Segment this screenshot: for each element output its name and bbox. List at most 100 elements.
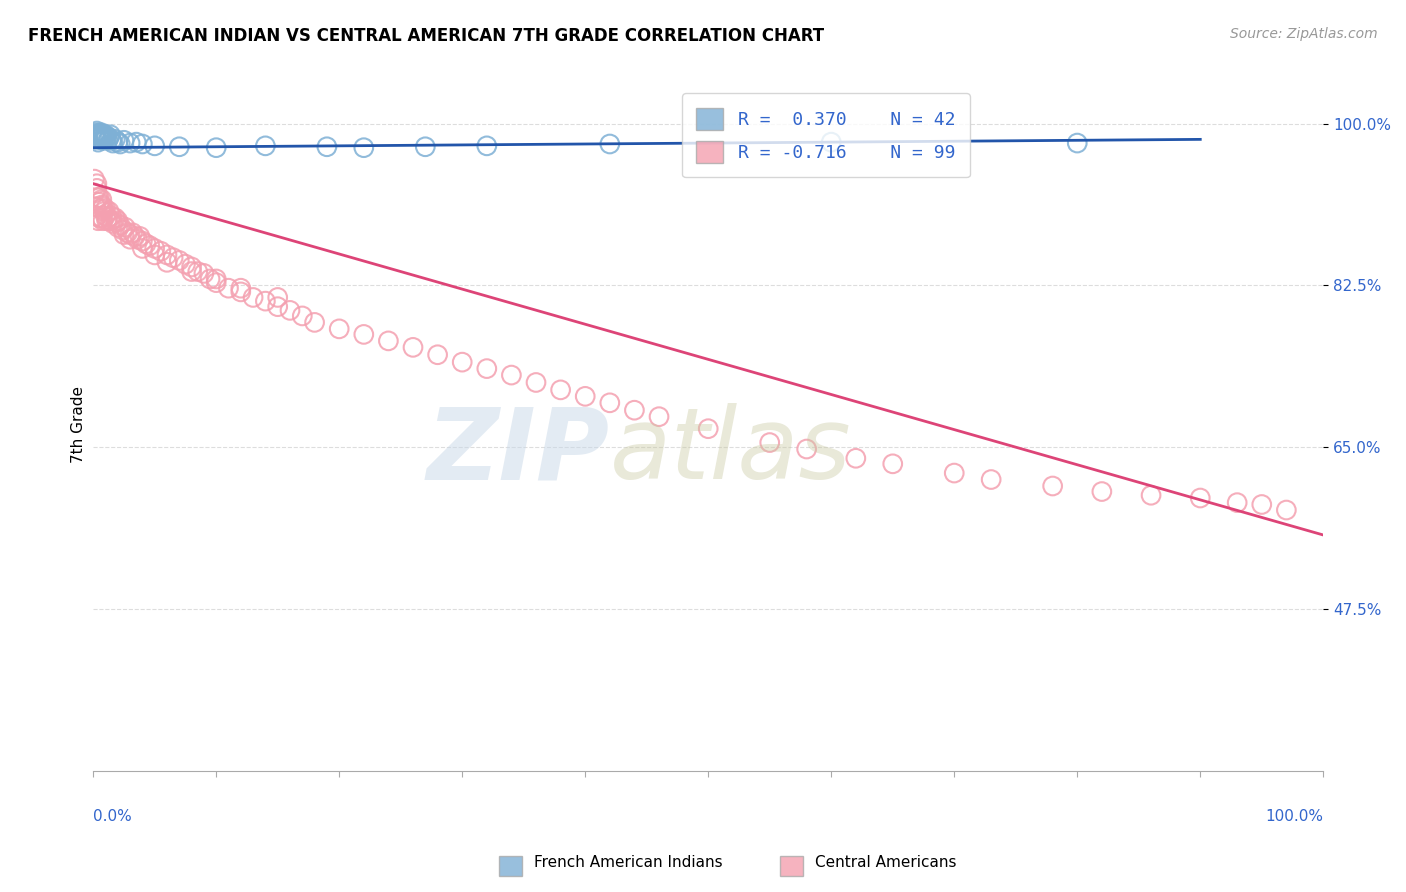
Point xyxy=(100,213,122,227)
Point xyxy=(100,213,122,227)
Point xyxy=(550,383,572,397)
Point xyxy=(174,257,197,271)
Point xyxy=(169,140,191,154)
Point xyxy=(156,248,179,262)
Point xyxy=(131,242,153,256)
Point xyxy=(169,253,191,268)
Point xyxy=(254,139,277,153)
Point xyxy=(135,236,157,251)
Point xyxy=(84,126,107,140)
Text: French American Indians: French American Indians xyxy=(534,855,723,870)
Point xyxy=(117,226,139,240)
Point xyxy=(107,135,129,149)
Point xyxy=(90,132,112,146)
Point xyxy=(98,204,121,219)
Legend: R =  0.370    N = 42, R = -0.716    N = 99: R = 0.370 N = 42, R = -0.716 N = 99 xyxy=(682,94,970,178)
Point xyxy=(112,227,135,242)
Point xyxy=(475,361,498,376)
Point xyxy=(91,133,114,147)
Point xyxy=(413,140,436,154)
Point xyxy=(1042,479,1064,493)
Point xyxy=(187,264,209,278)
Point xyxy=(86,124,108,138)
Point xyxy=(90,128,112,142)
Point xyxy=(156,255,179,269)
Point xyxy=(1091,484,1114,499)
Point xyxy=(648,409,671,424)
Point xyxy=(94,132,117,146)
Point xyxy=(83,186,105,200)
Y-axis label: 7th Grade: 7th Grade xyxy=(72,385,86,463)
Point xyxy=(90,126,112,140)
Point xyxy=(599,396,621,410)
Point xyxy=(111,223,134,237)
Point xyxy=(89,126,111,140)
Point xyxy=(87,135,110,149)
Point xyxy=(84,200,107,214)
Point xyxy=(93,204,115,219)
Point xyxy=(114,220,136,235)
Point xyxy=(205,276,228,290)
Point xyxy=(198,272,221,286)
Point xyxy=(101,136,124,150)
Point xyxy=(94,202,117,216)
Point xyxy=(89,191,111,205)
Point xyxy=(242,290,264,304)
Point xyxy=(89,211,111,225)
Point xyxy=(90,211,112,225)
Point xyxy=(100,128,122,142)
Point xyxy=(87,128,110,142)
Point xyxy=(143,139,166,153)
Point xyxy=(943,466,966,480)
Point xyxy=(120,136,142,150)
Point xyxy=(402,340,425,354)
Point xyxy=(623,403,645,417)
Point xyxy=(162,251,184,265)
Point xyxy=(1189,491,1212,505)
Point xyxy=(304,315,326,329)
Point xyxy=(86,177,108,191)
Point xyxy=(229,285,252,299)
Point xyxy=(758,435,780,450)
Point xyxy=(97,211,120,225)
Point xyxy=(697,422,720,436)
Point xyxy=(100,133,122,147)
Point xyxy=(328,322,350,336)
Point xyxy=(426,348,449,362)
Point xyxy=(267,300,290,314)
Text: FRENCH AMERICAN INDIAN VS CENTRAL AMERICAN 7TH GRADE CORRELATION CHART: FRENCH AMERICAN INDIAN VS CENTRAL AMERIC… xyxy=(28,27,824,45)
Point xyxy=(84,130,107,145)
Point xyxy=(139,238,162,252)
Point xyxy=(574,389,596,403)
Point xyxy=(796,442,818,456)
Point xyxy=(97,133,120,147)
Point xyxy=(90,202,112,216)
Point xyxy=(104,211,127,225)
Point xyxy=(86,132,108,146)
Point xyxy=(377,334,399,348)
Point xyxy=(94,128,117,142)
Point xyxy=(143,242,166,256)
Point xyxy=(193,267,215,281)
Text: 0.0%: 0.0% xyxy=(93,809,132,824)
Point xyxy=(278,303,301,318)
Point xyxy=(89,130,111,145)
Point xyxy=(180,260,202,274)
Point xyxy=(353,141,375,155)
Point xyxy=(254,294,277,309)
Point xyxy=(93,130,115,145)
Point xyxy=(127,232,149,246)
Point xyxy=(91,128,114,142)
Text: atlas: atlas xyxy=(610,403,852,500)
Point xyxy=(1066,136,1088,150)
Point xyxy=(96,213,118,227)
Point xyxy=(86,209,108,223)
Point xyxy=(89,195,111,210)
Point xyxy=(87,191,110,205)
Point xyxy=(90,198,112,212)
Point xyxy=(125,135,148,149)
Point xyxy=(104,132,127,146)
Text: Source: ZipAtlas.com: Source: ZipAtlas.com xyxy=(1230,27,1378,41)
Point xyxy=(882,457,904,471)
Point xyxy=(101,217,124,231)
